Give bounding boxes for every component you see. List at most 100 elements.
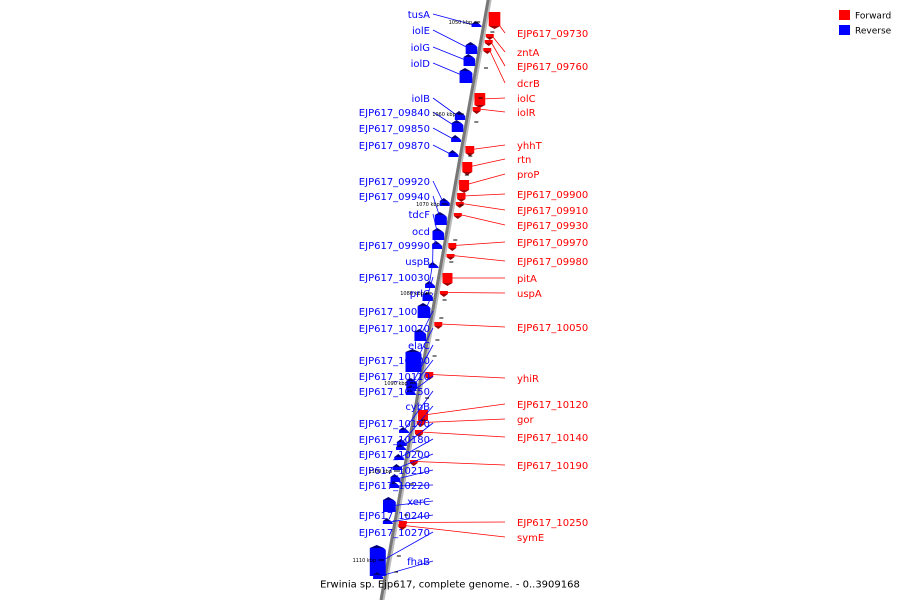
reverse-gene-arrowhead [405, 349, 420, 352]
reverse-gene-arrowhead [451, 120, 462, 123]
reverse-gene-leader [410, 359, 434, 390]
forward-gene-arrowhead [434, 326, 443, 329]
forward-gene-feature[interactable] [457, 193, 466, 199]
forward-gene-arrowhead [446, 257, 455, 260]
genome-caption: Erwinia sp. Ejp617, complete genome. - 0… [320, 580, 580, 591]
forward-gene-label: EJP617_10120 [517, 400, 588, 411]
reverse-gene-feature[interactable] [428, 265, 439, 268]
forward-gene-feature[interactable] [485, 34, 494, 37]
forward-gene-feature[interactable] [465, 146, 475, 153]
forward-gene-feature[interactable] [453, 213, 462, 216]
forward-gene-leader [420, 431, 506, 438]
forward-gene-label: EJP617_09980 [517, 257, 588, 268]
reverse-gene-leader [432, 127, 456, 141]
reverse-gene-label: EJP617_10240 [359, 511, 430, 522]
forward-gene-leader [491, 35, 506, 53]
reverse-gene-label: EJP617_10110 [359, 372, 430, 383]
reverse-gene-label: prlC [410, 289, 430, 300]
label-leaders [376, 13, 506, 578]
reverse-gene-label: cybB [405, 402, 430, 413]
reverse-gene-leader [432, 46, 470, 62]
forward-gene-feature[interactable] [448, 243, 457, 248]
forward-gene-label: symE [517, 533, 544, 544]
reverse-gene-feature[interactable] [417, 306, 431, 318]
reverse-gene-leader [409, 375, 434, 394]
scale-tick-label: 1090 kbp [384, 381, 408, 387]
forward-gene-feature[interactable] [398, 524, 407, 527]
forward-gene-leader [404, 525, 506, 538]
reverse-gene-leader [432, 180, 445, 204]
reverse-gene-feature[interactable] [399, 430, 410, 433]
forward-gene-label: EJP617_09970 [517, 238, 588, 249]
reverse-gene-arrowhead [382, 497, 394, 500]
forward-gene-label: dcrB [517, 79, 540, 90]
forward-gene-feature[interactable] [398, 521, 407, 524]
forward-gene-feature[interactable] [446, 254, 455, 257]
forward-gene-feature[interactable] [442, 273, 453, 283]
forward-gene-feature[interactable] [474, 93, 486, 105]
reverse-gene-label: iolD [411, 59, 431, 70]
forward-gene-arrowhead [488, 26, 501, 29]
forward-gene-arrowhead [453, 216, 462, 219]
reverse-gene-leader [399, 422, 434, 449]
reverse-gene-label: tdcF [408, 210, 430, 221]
forward-gene-label: yhhT [517, 141, 543, 152]
reverse-gene-feature[interactable] [463, 57, 476, 66]
forward-gene-feature[interactable] [414, 430, 423, 434]
reverse-gene-leader [432, 144, 453, 156]
forward-gene-feature[interactable] [425, 372, 434, 377]
reverse-gene-leader [415, 327, 434, 363]
forward-gene-arrowhead [409, 463, 418, 466]
reverse-gene-feature[interactable] [394, 457, 405, 460]
forward-gene-feature[interactable] [455, 202, 464, 205]
reverse-gene-feature[interactable] [369, 548, 386, 576]
forward-gene-feature[interactable] [462, 162, 473, 172]
reverse-gene-arrowhead [459, 68, 471, 71]
reverse-gene-leader [419, 310, 434, 337]
reverse-gene-feature[interactable] [451, 123, 464, 132]
reverse-gene-feature[interactable] [405, 392, 416, 395]
reverse-gene-label: EJP617_09870 [359, 141, 430, 152]
reverse-gene-leader [389, 500, 434, 507]
forward-gene-feature[interactable] [434, 322, 443, 326]
forward-gene-arrowhead [448, 248, 457, 251]
reverse-gene-feature[interactable] [465, 45, 478, 54]
forward-gene-arrowhead [484, 43, 493, 46]
reverse-gene-feature[interactable] [432, 244, 443, 249]
forward-gene-leader [463, 193, 506, 197]
reverse-gene-arrowhead [406, 378, 416, 381]
reverse-gene-label: EJP617_10270 [359, 528, 430, 539]
forward-gene-arrowhead [398, 527, 407, 530]
forward-gene-leader [464, 173, 506, 186]
scale-ticks: 1050 kbp 1060 kbp 1070 kbp 1080 kbp 1090 kbp… [353, 20, 495, 573]
reverse-gene-leader [432, 13, 476, 26]
reverse-gene-label: EJP617_10030 [359, 273, 430, 284]
forward-gene-feature[interactable] [459, 180, 470, 190]
reverse-gene-feature[interactable] [432, 231, 445, 240]
forward-gene-leader [471, 144, 506, 150]
reverse-gene-label: fhaB [407, 557, 430, 568]
reverse-gene-leader [376, 560, 434, 578]
scale-tick-label: 1070 kbp [416, 202, 440, 208]
forward-gene-feature[interactable] [472, 107, 481, 111]
reverse-gene-label: elaC [408, 341, 430, 352]
forward-gene-feature[interactable] [439, 291, 448, 294]
scale-tick-label: 1050 kbp [449, 20, 473, 26]
reverse-gene-label: iolG [411, 43, 430, 54]
forward-gene-leader [454, 241, 506, 246]
reverse-gene-leader [393, 484, 434, 487]
forward-gene-label: proP [517, 170, 539, 181]
forward-gene-feature[interactable] [418, 410, 429, 420]
reverse-gene-arrowhead [389, 481, 398, 484]
forward-gene-leader [494, 18, 506, 34]
reverse-gene-label: EJP617_10070 [359, 324, 430, 335]
reverse-gene-feature[interactable] [405, 352, 422, 372]
reverse-gene-feature[interactable] [396, 447, 407, 450]
reverse-gene-feature[interactable] [382, 500, 396, 512]
reverse-gene-label: EJP617_09850 [359, 124, 430, 135]
reverse-gene-label: iolB [411, 94, 430, 105]
reverse-gene-arrowhead [405, 389, 414, 392]
forward-gene-arrowhead [472, 111, 481, 114]
reverse-gene-leader [396, 453, 434, 469]
forward-gene-arrowhead [485, 37, 494, 40]
